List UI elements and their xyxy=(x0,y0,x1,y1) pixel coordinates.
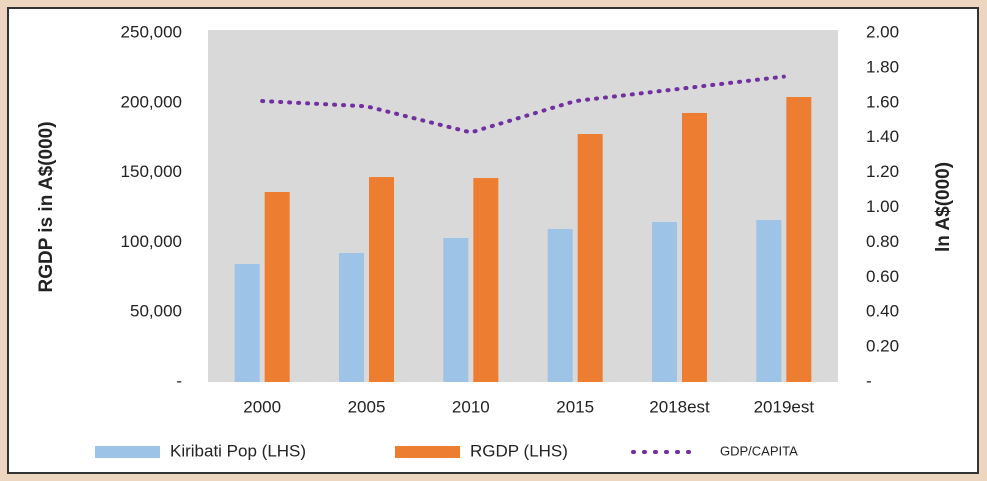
y-tick-label: 200,000 xyxy=(121,92,182,111)
y-tick-label: - xyxy=(176,371,182,390)
y2-tick-label: 1.00 xyxy=(866,197,899,216)
y-tick-label: 100,000 xyxy=(121,232,182,251)
y2-tick-label: - xyxy=(866,371,872,390)
bar xyxy=(339,253,364,382)
y2-tick-label: 1.60 xyxy=(866,92,899,111)
line-series xyxy=(260,74,786,135)
bar xyxy=(577,134,603,382)
bar xyxy=(786,97,812,383)
legend-label: Kiribati Pop (LHS) xyxy=(170,441,306,460)
y-tick-label: 250,000 xyxy=(121,22,182,41)
y2-tick-label: 0.80 xyxy=(866,232,899,251)
bar xyxy=(443,238,469,382)
legend-swatch xyxy=(395,446,460,458)
legend-swatch xyxy=(95,446,160,458)
x-tick-label: 2019est xyxy=(754,397,815,416)
bar xyxy=(547,228,573,382)
legend-label: RGDP (LHS) xyxy=(470,441,568,460)
y-tick-label: 150,000 xyxy=(121,162,182,181)
y2-tick-label: 2.00 xyxy=(866,22,899,41)
bar xyxy=(369,177,394,382)
y2-tick-label: 0.40 xyxy=(866,302,899,321)
bar xyxy=(234,264,260,382)
y2-tick-label: 1.40 xyxy=(866,127,899,146)
bar xyxy=(473,178,499,382)
legend-label: GDP/CAPITA xyxy=(720,443,798,458)
y2-tick-label: 1.80 xyxy=(866,57,899,76)
bar xyxy=(652,222,677,382)
bar xyxy=(756,220,782,382)
x-tick-label: 2000 xyxy=(243,397,281,416)
y-tick-label: 50,000 xyxy=(130,302,182,321)
bar xyxy=(264,192,290,382)
x-tick-label: 2015 xyxy=(556,397,594,416)
y2-tick-label: 1.20 xyxy=(866,162,899,181)
x-tick-label: 2005 xyxy=(348,397,386,416)
x-tick-label: 2010 xyxy=(452,397,490,416)
x-tick-label: 2018est xyxy=(649,397,710,416)
y2-axis-title: ln A$(000) xyxy=(933,162,954,252)
y2-tick-label: 0.20 xyxy=(866,337,899,356)
y2-tick-label: 0.60 xyxy=(866,267,899,286)
y-axis-title: RGDP is in A$(000) xyxy=(36,121,57,292)
plot-area xyxy=(208,30,838,382)
bar xyxy=(682,112,707,383)
